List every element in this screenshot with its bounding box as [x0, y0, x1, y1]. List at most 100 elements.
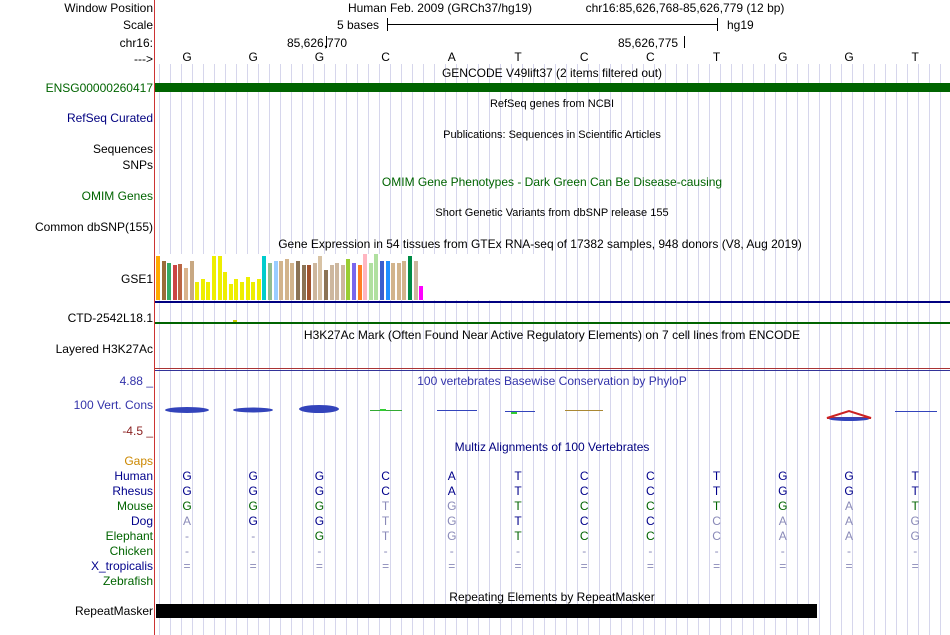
gtex-tissue-bar[interactable]	[324, 270, 328, 300]
gtex-tissue-bar[interactable]	[206, 282, 211, 300]
refseq-label[interactable]: RefSeq Curated	[66, 111, 153, 125]
omim-title[interactable]: OMIM Gene Phenotypes - Dark Green Can Be…	[381, 175, 723, 189]
gtex-tissue-bar[interactable]	[189, 261, 194, 300]
phylop-logo[interactable]	[155, 400, 950, 424]
gtex-tissue-bar[interactable]	[380, 261, 384, 300]
species-label[interactable]: Elephant	[105, 529, 153, 543]
aligned-base: -	[449, 544, 454, 558]
gtex-tissue-bar[interactable]	[352, 263, 356, 300]
gtex-tissue-bar[interactable]	[396, 263, 401, 300]
gtex-tissue-bar[interactable]	[301, 265, 306, 300]
species-label[interactable]: X_tropicalis	[90, 559, 153, 573]
gtex-tissue-bar[interactable]	[217, 256, 222, 300]
gtex-tissue-bar[interactable]	[251, 282, 256, 300]
aligned-base: G	[447, 529, 457, 543]
gtex-tissue-bar[interactable]	[156, 256, 160, 300]
species-label[interactable]: Human	[114, 469, 153, 483]
h3k27-title[interactable]: H3K27Ac Mark (Often Found Near Active Re…	[303, 328, 801, 342]
snps-label[interactable]: SNPs	[122, 158, 153, 172]
gtex-tissue-bar[interactable]	[268, 263, 272, 300]
gtex-title[interactable]: Gene Expression in 54 tissues from GTEx …	[278, 237, 802, 251]
gtex-tissue-bar[interactable]	[240, 282, 244, 300]
gtex-tissue-bar[interactable]	[228, 284, 233, 300]
gtex-tissue-bar[interactable]	[256, 279, 261, 300]
gtex-tissue-bar[interactable]	[161, 261, 166, 300]
omim-label[interactable]: OMIM Genes	[81, 189, 153, 203]
gtex-tissue-bar[interactable]	[172, 265, 177, 300]
repeat-label[interactable]: RepeatMasker	[74, 604, 153, 618]
gtex-tissue-bar[interactable]	[262, 256, 267, 300]
aligned-base: G	[182, 469, 192, 483]
gtex-tissue-bar[interactable]	[340, 265, 345, 300]
gtex-tissue-bar[interactable]	[374, 254, 379, 300]
phylop-glyph	[511, 412, 517, 414]
strand-label: --->	[134, 52, 153, 66]
gtex-label[interactable]: GSE1	[120, 272, 153, 286]
aligned-base: C	[579, 514, 589, 528]
gtex-tissue-bar[interactable]	[408, 256, 412, 300]
phylop-label[interactable]: 100 Vert. Cons	[73, 398, 153, 412]
h3k27-label[interactable]: Layered H3K27Ac	[55, 342, 153, 356]
gtex-tissue-bar[interactable]	[318, 256, 323, 300]
species-label[interactable]: Mouse	[116, 499, 153, 513]
gtex-tissue-bar[interactable]	[391, 263, 396, 300]
gtex-tissue-bar[interactable]	[284, 259, 289, 300]
gencode-gene-bar[interactable]	[155, 83, 950, 92]
gtex-tissue-bar[interactable]	[413, 261, 418, 300]
phylop-title[interactable]: 100 vertebrates Basewise Conservation by…	[417, 374, 687, 388]
gtex-tissue-bar[interactable]	[368, 263, 373, 300]
gaps-label[interactable]: Gaps	[124, 454, 153, 468]
aligned-base: G	[910, 529, 920, 543]
aligned-base: A	[844, 529, 853, 543]
refseq-title[interactable]: RefSeq genes from NCBI	[489, 98, 615, 110]
ctd-gene-line[interactable]	[155, 322, 950, 324]
aligned-base: A	[447, 469, 456, 483]
gtex-tissue-bar[interactable]	[346, 259, 351, 300]
aligned-base: C	[712, 514, 721, 528]
gtex-tissue-bar[interactable]	[312, 263, 317, 300]
aligned-base: -	[780, 544, 785, 558]
aligned-base: -	[383, 544, 388, 558]
ctd-label[interactable]: CTD-2542L18.1	[67, 311, 153, 325]
sequences-label[interactable]: Sequences	[92, 142, 153, 156]
species-label[interactable]: Rhesus	[112, 484, 153, 498]
dbsnp-label[interactable]: Common dbSNP(155)	[34, 220, 153, 234]
aligned-base: T	[514, 484, 522, 498]
repeat-element-bar[interactable]	[156, 604, 817, 618]
gtex-tissue-bar[interactable]	[307, 265, 312, 300]
gtex-tissue-bar[interactable]	[385, 261, 390, 300]
gtex-tissue-bar[interactable]	[200, 279, 205, 300]
species-label[interactable]: Chicken	[109, 544, 153, 558]
multiz-title[interactable]: Multiz Alignments of 100 Vertebrates	[454, 440, 650, 454]
gtex-tissue-bar[interactable]	[167, 263, 172, 300]
gtex-tissue-bar[interactable]	[296, 261, 300, 300]
gtex-tissue-bar[interactable]	[212, 256, 216, 300]
gtex-tissue-bar[interactable]	[223, 272, 228, 300]
repeat-title[interactable]: Repeating Elements by RepeatMasker	[449, 590, 655, 604]
species-label[interactable]: Zebrafish	[102, 574, 153, 588]
dbsnp-title[interactable]: Short Genetic Variants from dbSNP releas…	[435, 207, 669, 219]
species-label[interactable]: Dog	[130, 514, 153, 528]
pubs-title[interactable]: Publications: Sequences in Scientific Ar…	[443, 129, 661, 141]
aligned-base: =	[779, 559, 787, 573]
gtex-tissue-bar[interactable]	[195, 282, 200, 300]
aligned-base: T	[381, 514, 390, 528]
gtex-tissue-bar[interactable]	[178, 264, 183, 300]
gtex-expression-plot[interactable]	[155, 254, 535, 300]
dna-base: C	[579, 50, 589, 64]
gtex-tissue-bar[interactable]	[273, 261, 278, 300]
gtex-tissue-bar[interactable]	[419, 286, 424, 300]
gtex-tissue-bar[interactable]	[402, 261, 407, 300]
gtex-tissue-bar[interactable]	[279, 261, 284, 300]
browser-image[interactable]: Human Feb. 2009 (GRCh37/hg19) chr16:85,6…	[155, 0, 950, 635]
gtex-tissue-bar[interactable]	[329, 265, 334, 300]
gtex-tissue-bar[interactable]	[363, 254, 368, 300]
gencode-title[interactable]: GENCODE V49lift37 (2 items filtered out)	[441, 66, 663, 80]
gtex-tissue-bar[interactable]	[290, 263, 295, 300]
gtex-tissue-bar[interactable]	[357, 265, 362, 300]
gtex-tissue-bar[interactable]	[184, 268, 188, 300]
gencode-item-label[interactable]: ENSG00000260417	[45, 81, 153, 95]
gtex-tissue-bar[interactable]	[245, 277, 250, 300]
gtex-tissue-bar[interactable]	[335, 263, 340, 300]
gtex-tissue-bar[interactable]	[234, 279, 239, 300]
